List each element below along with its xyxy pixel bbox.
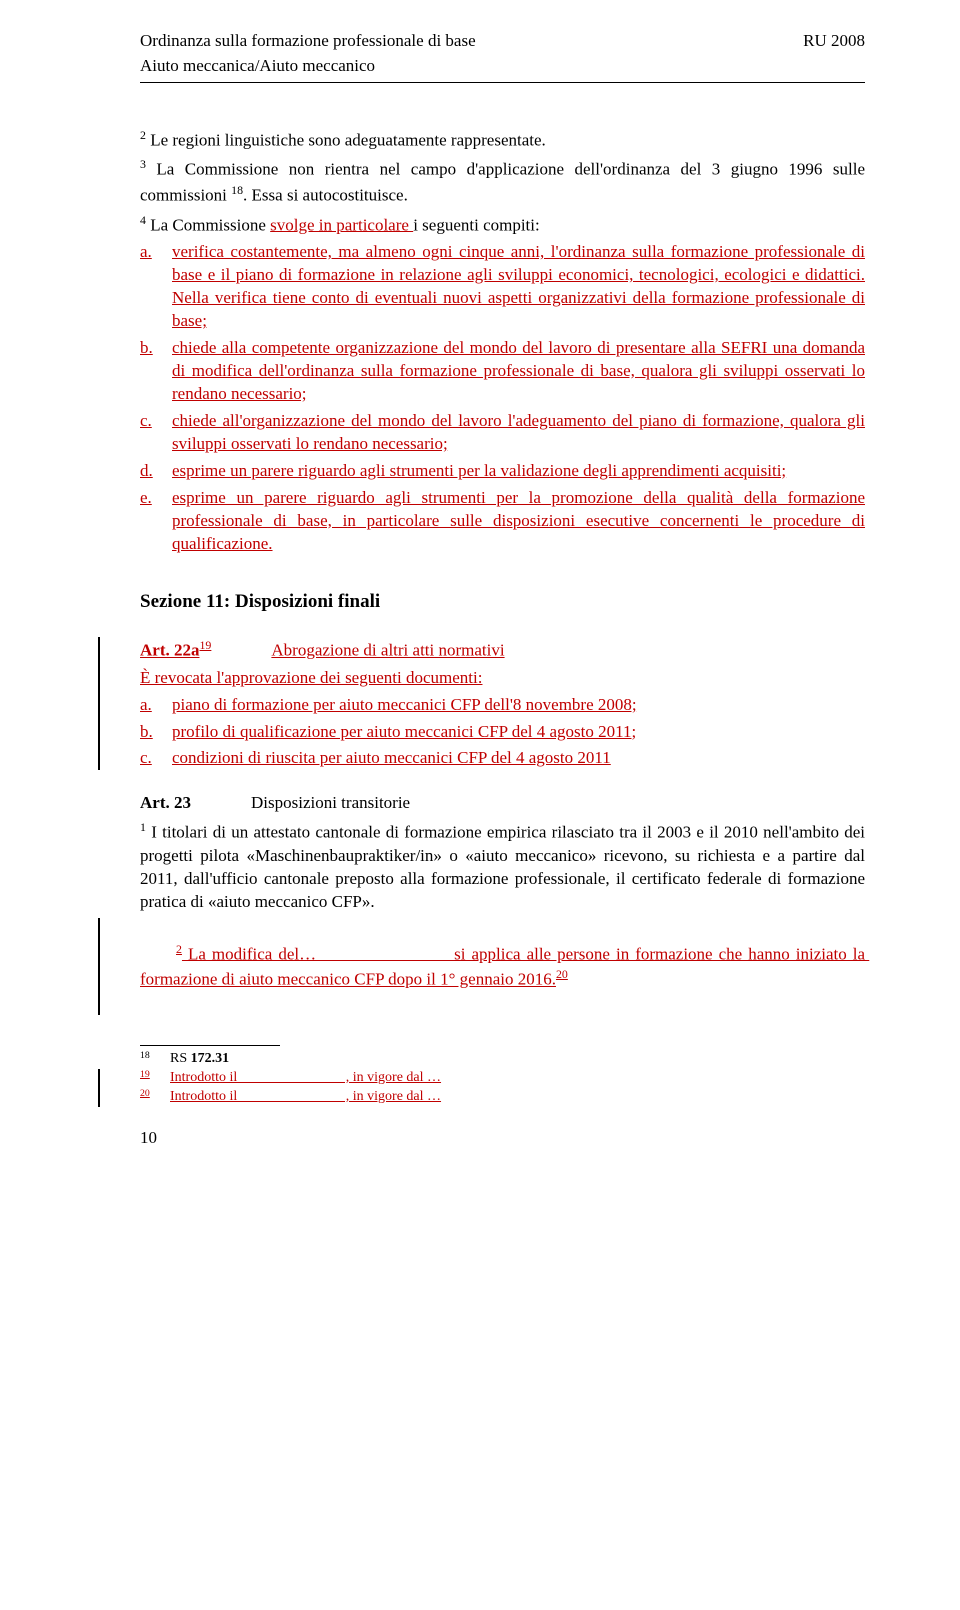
- lbl-a: a.: [140, 241, 172, 333]
- art-22a-list: a. piano di formazione per aiuto meccani…: [140, 694, 865, 771]
- art-22a-item-b: b. profilo di qualificazione per aiuto m…: [140, 721, 865, 744]
- header-rule: [140, 82, 865, 83]
- para-2-text: Le regioni linguistiche sono adeguatamen…: [146, 131, 546, 150]
- fn-20-num: 20: [140, 1088, 150, 1099]
- para-4-t3: i seguenti compiti:: [413, 215, 540, 234]
- art-22a-txt-c: condizioni di riuscita per aiuto meccani…: [172, 747, 865, 770]
- section-11-title: Sezione 11: Disposizioni finali: [140, 589, 865, 615]
- list-compiti: a. verifica costantemente, ma almeno ogn…: [140, 241, 865, 555]
- list-item-b: b. chiede alla competente organizzazione…: [140, 337, 865, 406]
- art-22a-sup: 19: [199, 638, 211, 652]
- lbl-d: d.: [140, 460, 172, 483]
- art-23-title: Art. 23 Disposizioni transitorie: [140, 792, 865, 815]
- footnote-20: 20 Introdotto il , in vigore dal …: [140, 1088, 865, 1107]
- footnote-18: 18 RS 172.31: [140, 1050, 865, 1069]
- leftbar-art22a: Art. 22a19 Abrogazione di altri atti norm…: [98, 637, 865, 770]
- art-22a-lbl-c: c.: [140, 747, 172, 770]
- txt-b: chiede alla competente organizzazione de…: [172, 337, 865, 406]
- header-left-line2: Aiuto meccanica/Aiuto meccanico: [140, 55, 865, 78]
- art-22a: Art. 22a19 Abrogazione di altri atti norm…: [140, 637, 865, 770]
- list-item-a: a. verifica costantemente, ma almeno ogn…: [140, 241, 865, 333]
- footnote-19: 19 Introdotto il , in vigore dal …: [140, 1069, 865, 1088]
- art-22a-txt-a: piano di formazione per aiuto meccanici …: [172, 694, 865, 717]
- para-3-t2: . Essa si autocostituisce.: [243, 186, 408, 205]
- art-22a-lbl-b: b.: [140, 721, 172, 744]
- lbl-e: e.: [140, 487, 172, 556]
- art-23-p2: 2 La modifica del… si applica alle perso…: [140, 918, 865, 1015]
- para-4: 4 La Commissione svolge in particolare i…: [140, 212, 865, 238]
- art-23-p1-text: I titolari di un attestato cantonale di …: [140, 823, 865, 911]
- footnotes-block: 18 RS 172.31 19 Introdotto il , in vigor…: [140, 1050, 865, 1107]
- art-23: Art. 23 Disposizioni transitorie 1 I tito…: [140, 792, 865, 1014]
- page-header: Ordinanza sulla formazione professionale…: [140, 30, 865, 53]
- art-23-p2-t1: La modifica del… si applica alle persone…: [140, 944, 869, 989]
- sup-3b: 18: [231, 183, 243, 197]
- fn-20-text: Introdotto il , in vigore dal …: [170, 1088, 865, 1107]
- footnote-rule: [140, 1045, 280, 1046]
- para-4-t1: La Commissione: [146, 215, 270, 234]
- txt-d: esprime un parere riguardo agli strument…: [172, 460, 865, 483]
- txt-e: esprime un parere riguardo agli strument…: [172, 487, 865, 556]
- txt-c: chiede all'organizzazione del mondo del …: [172, 410, 865, 456]
- leftbar-footnotes: 19 Introdotto il , in vigore dal … 20 In…: [98, 1069, 865, 1107]
- art-22a-titletext: Abrogazione di altri atti normativi: [271, 641, 504, 660]
- art-22a-item-c: c. condizioni di riuscita per aiuto mecc…: [140, 747, 865, 770]
- leftbar-art23-p2: 2 La modifica del… si applica alle perso…: [98, 918, 865, 1015]
- para-4-t2: svolge in particolare: [270, 215, 413, 234]
- art-22a-num: Art. 22a: [140, 641, 199, 660]
- para-2: 2 Le regioni linguistiche sono adeguatam…: [140, 127, 865, 153]
- lbl-c: c.: [140, 410, 172, 456]
- art-22a-txt-b: profilo di qualificazione per aiuto mecc…: [172, 721, 865, 744]
- art-22a-lbl-a: a.: [140, 694, 172, 717]
- list-item-d: d. esprime un parere riguardo agli strum…: [140, 460, 865, 483]
- fn-19-text: Introdotto il , in vigore dal …: [170, 1069, 865, 1088]
- page-number: 10: [140, 1127, 865, 1150]
- list-item-c: c. chiede all'organizzazione del mondo d…: [140, 410, 865, 456]
- header-left-line1: Ordinanza sulla formazione professionale…: [140, 30, 476, 53]
- fn-19-num: 19: [140, 1069, 150, 1080]
- fn-18-bold: 172.31: [191, 1051, 230, 1066]
- art-22a-intro: È revocata l'approvazione dei seguenti d…: [140, 667, 865, 690]
- art-23-p2-sup2: 20: [556, 967, 568, 981]
- art-22a-item-a: a. piano di formazione per aiuto meccani…: [140, 694, 865, 717]
- list-item-e: e. esprime un parere riguardo agli strum…: [140, 487, 865, 556]
- art-23-titletext: Disposizioni transitorie: [251, 793, 410, 812]
- fn-18-num: 18: [140, 1050, 150, 1061]
- art-23-num: Art. 23: [140, 793, 191, 812]
- lbl-b: b.: [140, 337, 172, 406]
- art-22a-title: Art. 22a19 Abrogazione di altri atti norm…: [140, 637, 865, 663]
- fn-18-text: RS: [170, 1051, 191, 1066]
- para-3: 3 La Commissione non rientra nel campo d…: [140, 156, 865, 207]
- art-23-p1: 1 I titolari di un attestato cantonale d…: [140, 819, 865, 913]
- txt-a: verifica costantemente, ma almeno ogni c…: [172, 241, 865, 333]
- header-right: RU 2008: [803, 30, 865, 53]
